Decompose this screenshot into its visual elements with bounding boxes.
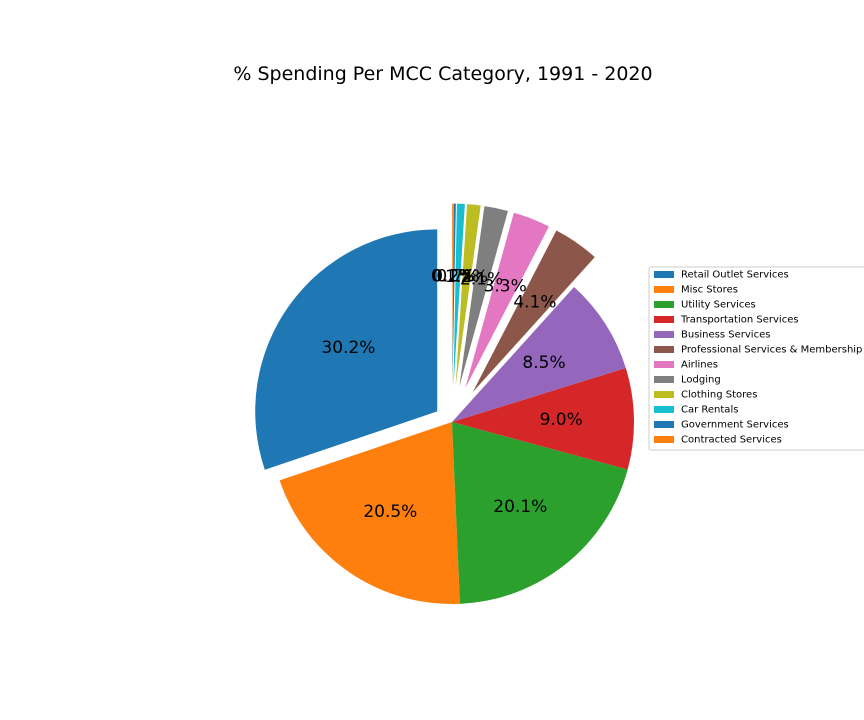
legend-swatch-contracted-services [654, 436, 674, 443]
legend-label-government-services: Government Services [681, 420, 789, 431]
pie-slice-utility-services [452, 422, 628, 604]
legend-swatch-car-rentals [654, 406, 674, 413]
pie-slices [255, 203, 634, 604]
pie-slice-lodging [459, 206, 508, 387]
legend-swatch-retail-outlet-services [654, 271, 674, 278]
pie-slice-car-rentals [453, 203, 465, 386]
legend-label-transportation-services: Transportation Services [680, 315, 799, 326]
pie-label-retail-outlet-services: 30.2% [321, 338, 375, 358]
pie-label-professional-services-and-membership: 4.1% [513, 292, 556, 312]
legend-swatch-lodging [654, 376, 674, 383]
pie-slice-clothing-stores [455, 204, 481, 386]
legend-label-misc-stores: Misc Stores [681, 285, 738, 296]
pie-slice-transportation-services [452, 367, 634, 470]
legend-swatch-utility-services [654, 301, 674, 308]
pie-label-misc-stores: 20.5% [363, 502, 417, 522]
pie-slice-business-services [452, 287, 626, 422]
legend-label-lodging: Lodging [681, 375, 721, 386]
pie-label-transportation-services: 9.0% [540, 410, 583, 430]
pie-label-airlines: 3.3% [484, 276, 527, 296]
legend-swatch-government-services [654, 421, 674, 428]
legend-label-business-services: Business Services [681, 330, 770, 341]
legend-swatch-transportation-services [654, 316, 674, 323]
pie-slice-retail-outlet-services [255, 229, 438, 470]
pie-label-contracted-services: 0.1% [431, 266, 474, 286]
chart-title: % Spending Per MCC Category, 1991 - 2020 [233, 63, 652, 85]
pie-label-utility-services: 20.1% [493, 497, 547, 517]
legend-label-utility-services: Utility Services [681, 300, 756, 311]
pie-slice-airlines [465, 212, 549, 389]
pie-slice-government-services [452, 203, 456, 386]
chart-legend: Retail Outlet Services Misc Stores Utility… [648, 266, 864, 451]
legend-swatch-airlines [654, 361, 674, 368]
legend-frame [648, 266, 864, 451]
pie-label-clothing-stores: 1.2% [445, 267, 488, 287]
pie-label-business-services: 8.5% [522, 353, 565, 373]
legend-label-professional-services-and-membership: Professional Services & Membership [681, 345, 862, 356]
legend-swatch-clothing-stores [654, 391, 674, 398]
legend-label-car-rentals: Car Rentals [681, 405, 738, 416]
pie-label-government-services: 0.2% [432, 266, 475, 286]
legend-label-clothing-stores: Clothing Stores [681, 390, 757, 401]
legend-label-contracted-services: Contracted Services [681, 435, 782, 446]
pie-labels: 30.2% 20.5% 20.1% 9.0% 8.5% 4.1%3.3%2.1%1.2%0… [321, 266, 582, 522]
legend-label-airlines: Airlines [681, 360, 718, 371]
pie-slice-contracted-services [452, 203, 454, 386]
pie-label-car-rentals: 0.7% [436, 267, 479, 287]
pie-label-lodging: 2.1% [460, 269, 503, 289]
pie-slice-professional-services-and-membership [472, 230, 595, 393]
legend-label-retail-outlet-services: Retail Outlet Services [681, 270, 789, 281]
legend-swatch-misc-stores [654, 286, 674, 293]
legend-swatch-business-services [654, 331, 674, 338]
legend-swatch-professional-services-and-membership [654, 346, 674, 353]
pie-slice-misc-stores [279, 422, 461, 604]
